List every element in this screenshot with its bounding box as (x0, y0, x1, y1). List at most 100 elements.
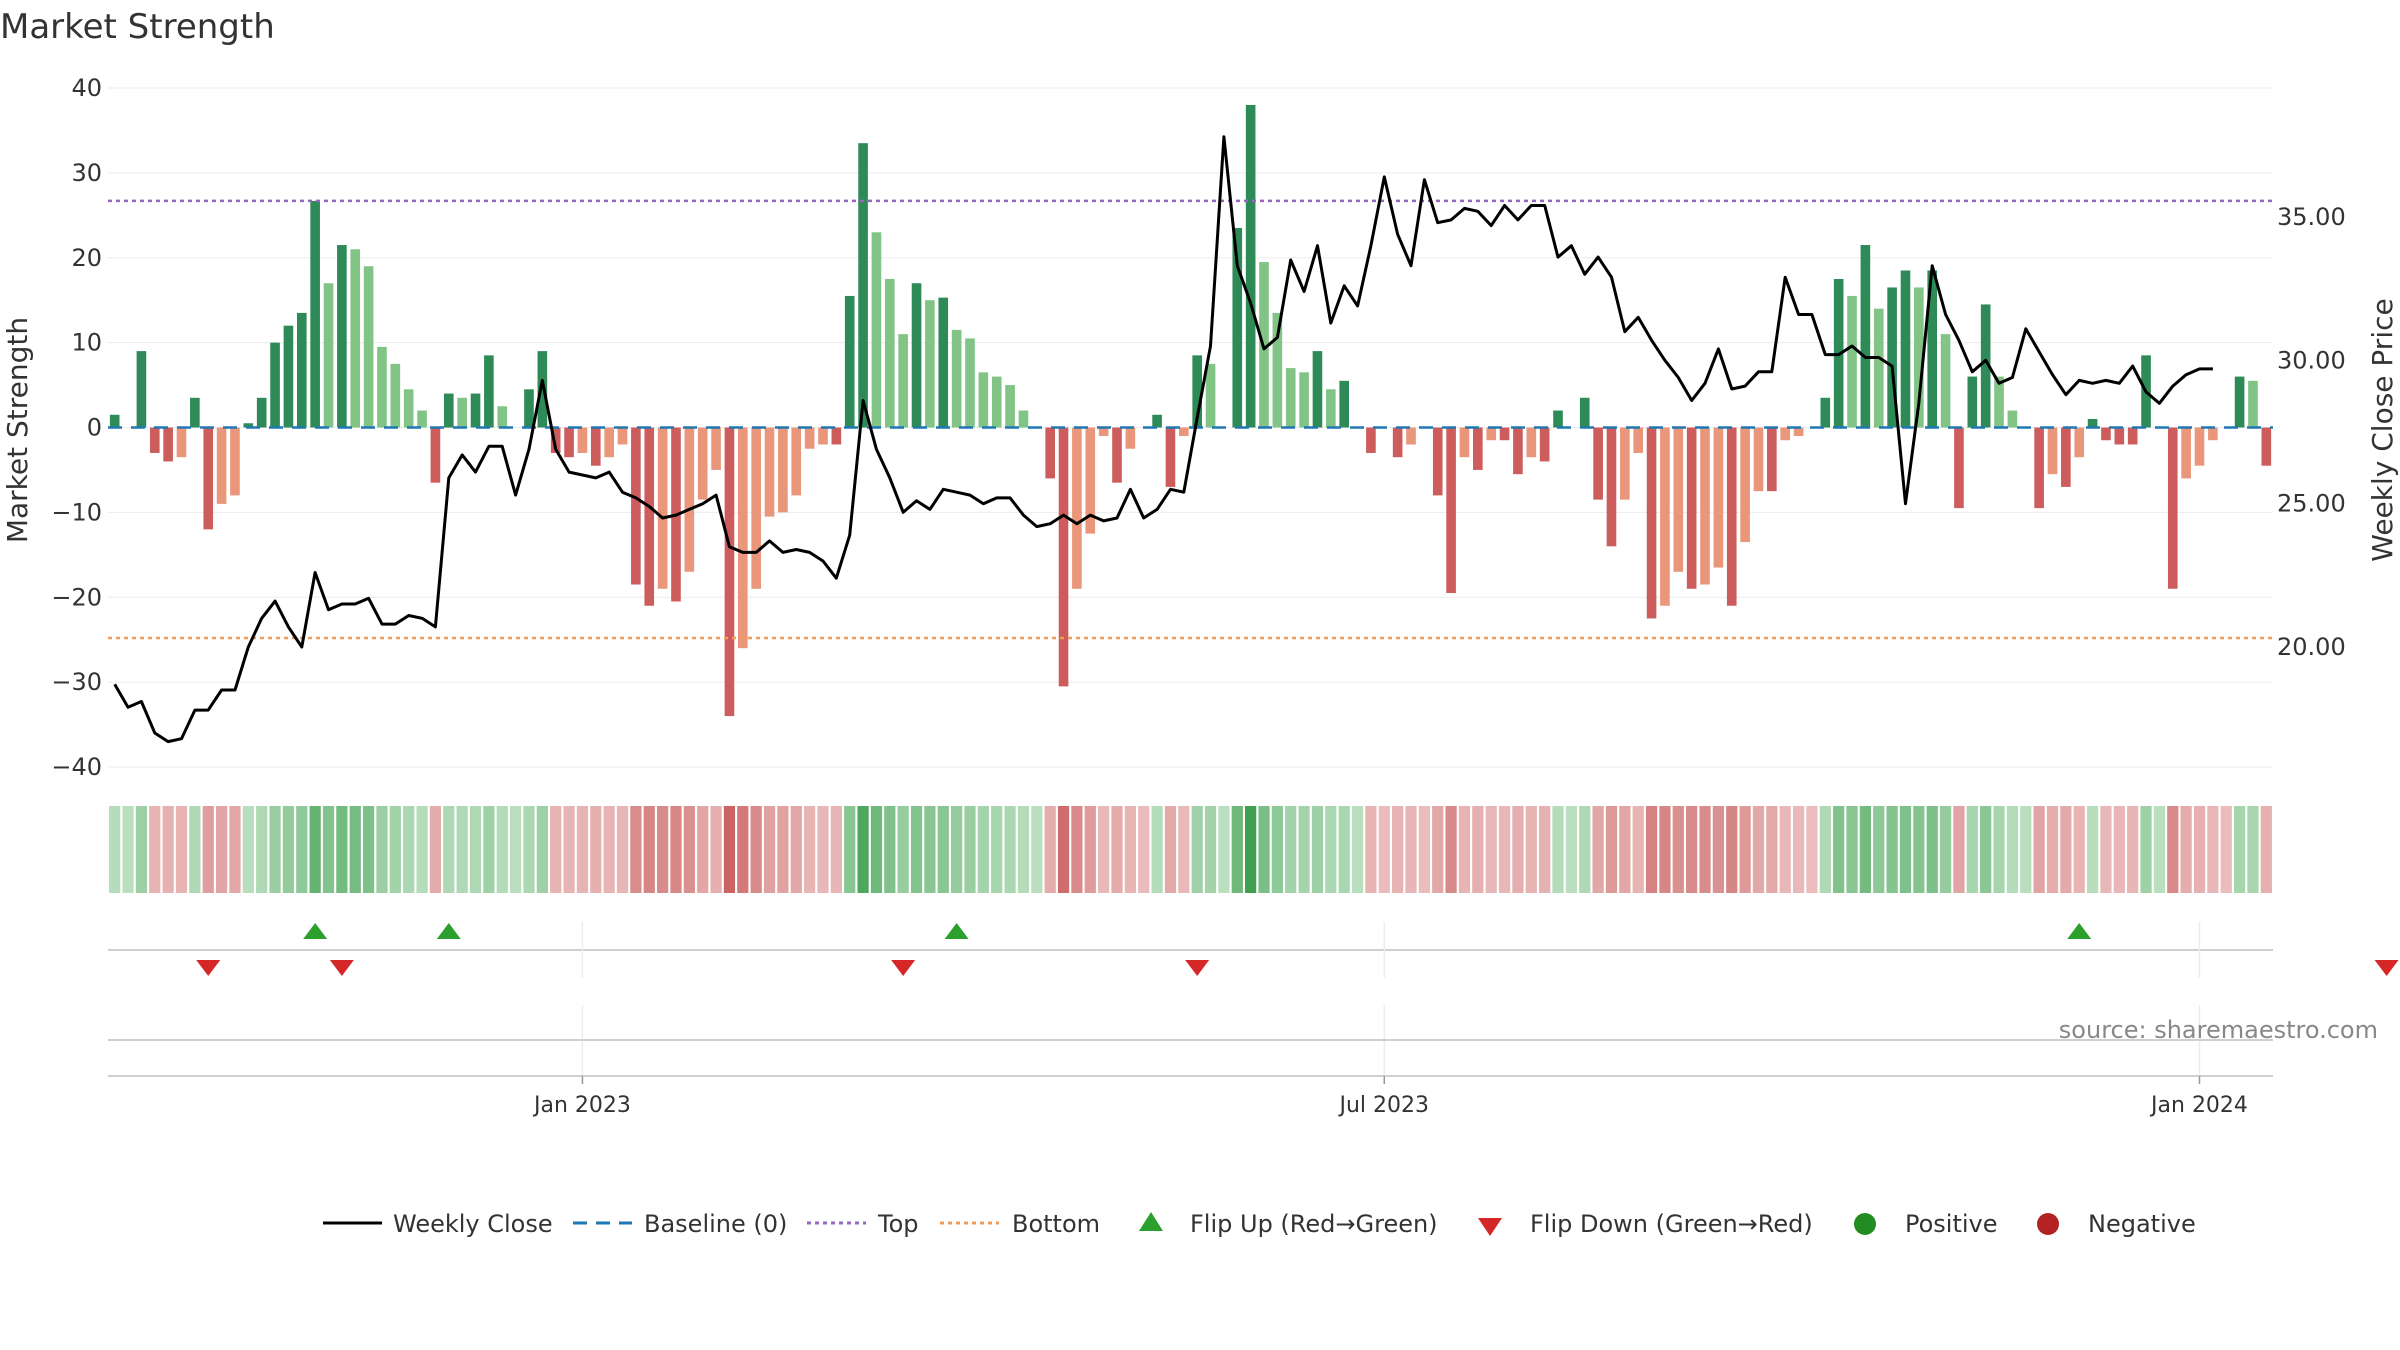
heat-cell (630, 806, 642, 893)
strength-bar (1954, 427, 1964, 509)
x-tick-label: Jul 2023 (1338, 1093, 1430, 1118)
y-tick-label: −20 (51, 583, 102, 611)
heat-cell (1392, 806, 1404, 893)
heat-cell (951, 806, 963, 893)
strength-bar (778, 427, 788, 513)
strength-bar (1005, 385, 1015, 428)
heat-cell (1271, 806, 1283, 893)
strength-bar (1673, 427, 1684, 572)
heat-cell (429, 806, 442, 893)
heat-cell (2046, 806, 2059, 893)
heat-cell (135, 806, 148, 893)
strength-bar (256, 397, 267, 428)
y2-tick-label: 25.00 (2277, 490, 2346, 518)
y-tick-label: 10 (71, 329, 102, 357)
strength-bar (310, 200, 320, 428)
strength-bar (390, 363, 401, 428)
heat-cell (857, 806, 869, 893)
strength-bar (2234, 376, 2245, 428)
heat-cell (763, 806, 776, 893)
heat-cell (1351, 806, 1364, 893)
heat-cell (389, 806, 401, 893)
strength-bar (1179, 427, 1189, 436)
heat-cell (1699, 806, 1711, 893)
heat-cell (362, 806, 375, 893)
heat-cell (336, 806, 348, 893)
heat-cell (2220, 806, 2232, 893)
heat-cell (550, 806, 562, 893)
heat-cell (1057, 806, 1070, 893)
y2-tick-label: 30.00 (2277, 346, 2346, 374)
y-tick-label: 0 (87, 414, 102, 442)
heat-cell (496, 806, 508, 893)
heat-cell (469, 806, 482, 893)
strength-bar (711, 427, 721, 470)
legend-flip-down-icon (1478, 1218, 1502, 1236)
heat-cell (189, 806, 201, 893)
legend-negative: Negative (2088, 1210, 2196, 1238)
strength-bar (1860, 245, 1871, 428)
legend-flip-up: Flip Up (Red→Green) (1190, 1210, 1438, 1238)
heat-cell (256, 806, 268, 893)
strength-bar (230, 427, 240, 496)
heat-cell (1752, 806, 1765, 893)
strength-bars (109, 104, 2272, 717)
heat-cell (1138, 806, 1150, 893)
heat-cell (443, 806, 455, 893)
heat-cell (1151, 806, 1163, 893)
heat-cell (830, 806, 842, 893)
heat-cell (964, 806, 976, 893)
heat-cell (109, 806, 121, 893)
heat-cell (723, 806, 736, 893)
heat-cell (1498, 806, 1511, 893)
heat-cell (2247, 806, 2259, 893)
heat-cell (1579, 806, 1591, 893)
strength-bar (684, 427, 695, 572)
strength-bar (190, 397, 200, 428)
heat-cell (1539, 806, 1551, 893)
strength-bar (631, 427, 641, 585)
legend-flip-up-icon (1139, 1212, 1163, 1231)
strength-bar (1205, 363, 1216, 428)
heat-cell (1378, 806, 1390, 893)
strength-bar (1285, 368, 1296, 428)
strength-bar (911, 283, 922, 428)
heat-cell (1178, 806, 1190, 893)
strength-bar (243, 423, 254, 428)
heat-cell (1806, 806, 1818, 893)
strength-bar (1606, 427, 1617, 547)
heat-cell (1886, 806, 1898, 893)
heat-cell (1966, 806, 1978, 893)
heat-cell (937, 806, 949, 893)
strength-bar (350, 249, 361, 428)
strength-bar (1553, 410, 1563, 428)
heat-cell (1846, 806, 1858, 893)
strength-bar (951, 329, 962, 428)
heat-cell (523, 806, 535, 893)
heat-cell (1659, 806, 1671, 893)
strength-bar (1125, 427, 1136, 449)
bottom-panel (108, 1005, 2273, 1077)
heat-cell (1739, 806, 1751, 893)
heat-cell (269, 806, 281, 893)
strength-bar (417, 410, 427, 428)
right-axis-ticks: 35.00 30.00 25.00 20.00 (2277, 203, 2346, 661)
strength-bar (2114, 427, 2125, 445)
heat-cell (737, 806, 749, 893)
strength-bar (2034, 427, 2044, 509)
heat-cell (215, 806, 228, 893)
heat-cell (790, 806, 802, 893)
strength-bar (751, 427, 761, 589)
heat-cell (1686, 806, 1698, 893)
strength-bar (1499, 427, 1510, 441)
strength-bar (564, 427, 574, 458)
weekly-close-line (113, 135, 2213, 744)
heat-cell (697, 806, 709, 893)
heat-cell (2033, 806, 2045, 893)
heat-cell (1124, 806, 1136, 893)
strength-bar (1713, 427, 1724, 568)
heat-cell (817, 806, 829, 893)
heat-cell (1712, 806, 1724, 893)
legend-baseline: Baseline (0) (644, 1210, 787, 1238)
